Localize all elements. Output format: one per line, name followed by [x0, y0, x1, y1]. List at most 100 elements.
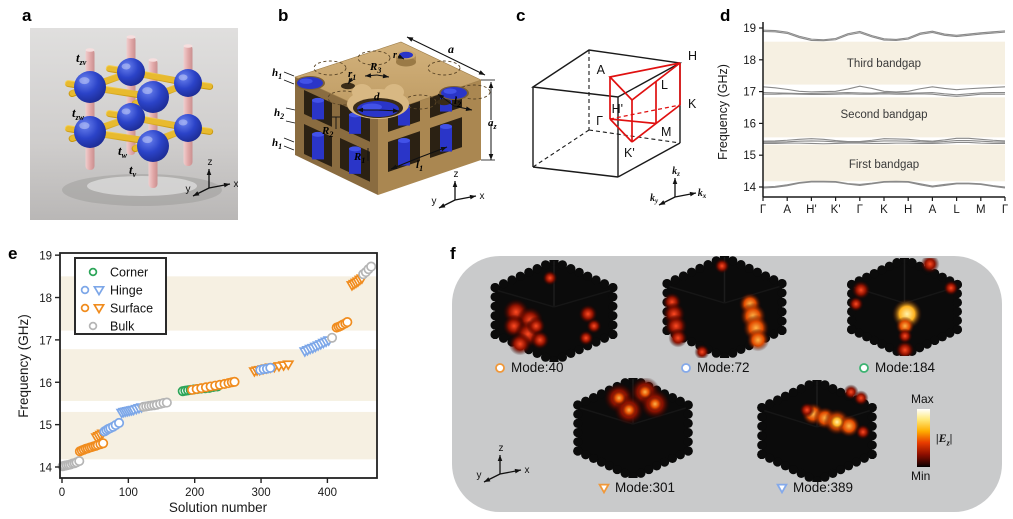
dim-label-h1-top: h1 [272, 67, 282, 81]
svg-text:Bulk: Bulk [110, 320, 135, 334]
y-axis-label: Frequency (GHz) [716, 64, 730, 160]
bz-point-Hp: H' [612, 102, 623, 116]
colorbar-max-label: Max [911, 392, 934, 406]
dim-label-l1: l1 [416, 159, 423, 173]
svg-text:Third bandgap: Third bandgap [847, 58, 921, 70]
dim-label-h2: h2 [274, 107, 284, 121]
svg-text:17: 17 [39, 335, 52, 347]
svg-text:16: 16 [743, 118, 756, 130]
panel-c-brillouin-zone: A H L H' K Γ M K' kz kx ky [531, 49, 707, 206]
colorbar-field-label: |Ez| [936, 431, 953, 448]
svg-text:M: M [976, 204, 986, 216]
bandgap-labels: First bandgap Second bandgap Third bandgap [841, 58, 928, 171]
k-axes-triad: kz kx ky [650, 166, 707, 206]
svg-text:ky: ky [650, 193, 659, 205]
svg-text:Hinge: Hinge [110, 284, 143, 298]
svg-text:x: x [480, 191, 485, 202]
hopping-label-tzv: tzv [76, 50, 87, 67]
mode-field-301 [573, 378, 693, 478]
dim-label-r: r [393, 50, 397, 61]
dim-label-h1-bottom: h1 [272, 137, 282, 151]
bz-point-K: K [688, 97, 697, 111]
svg-text:0: 0 [59, 487, 65, 499]
dim-label-az: az [488, 117, 498, 131]
mode-label-184: Mode:184 [858, 360, 935, 375]
svg-text:A: A [929, 204, 937, 216]
svg-text:15: 15 [743, 150, 756, 162]
bz-point-L: L [661, 78, 668, 92]
svg-text:Γ: Γ [1002, 204, 1009, 216]
panel-label-e: e [8, 244, 18, 263]
svg-text:Second bandgap: Second bandgap [841, 109, 928, 121]
band-curves [762, 29, 1006, 189]
hinge-circle-icon [681, 362, 691, 373]
panel-a-lattice-render: tzv tzw tw tv z x y [30, 28, 238, 220]
svg-text:15: 15 [39, 420, 52, 432]
svg-text:14: 14 [743, 182, 756, 194]
dim-label-R1: R1 [353, 151, 365, 165]
axes-triad: z x y [477, 443, 530, 483]
svg-text:Γ: Γ [857, 204, 864, 216]
dim-label-R2: R2 [321, 125, 333, 139]
panel-f-modes-box: Mode:40 Mode:72 Mode:184 Mode:301 Mode:3… [452, 256, 1002, 512]
panel-label-f: f [450, 244, 456, 263]
hopping-label-tw: tw [118, 143, 128, 160]
svg-text:z: z [454, 169, 459, 180]
axes-triad: z x y [432, 169, 485, 209]
mode-field-40 [490, 260, 618, 362]
svg-text:z: z [208, 157, 213, 168]
svg-text:K: K [880, 204, 888, 216]
bz-point-Kp: K' [624, 146, 635, 160]
axes-triad: z x y [186, 157, 239, 197]
svg-text:x: x [234, 179, 239, 190]
panel-d-band-structure: 14 15 16 17 18 19 Γ A H' K' Γ K H A L M Γ First bandgap S… [716, 22, 1009, 216]
surface-triangle-icon [598, 483, 610, 494]
svg-text:H': H' [806, 204, 817, 216]
svg-text:H: H [904, 204, 912, 216]
svg-text:First bandgap: First bandgap [849, 159, 919, 171]
scatter-points [57, 261, 377, 472]
svg-text:y: y [477, 470, 482, 481]
panel-label-b: b [278, 6, 289, 25]
panel-label-c: c [516, 6, 526, 25]
dim-label-a: a [448, 42, 454, 56]
ground-shadow [62, 174, 222, 206]
svg-text:400: 400 [318, 487, 337, 499]
surface-circle-icon [495, 362, 505, 373]
svg-text:300: 300 [251, 487, 270, 499]
mode-label-72: Mode:72 [680, 360, 750, 375]
dimension-annotations [283, 36, 495, 170]
hopping-label-tv: tv [129, 162, 137, 179]
svg-text:L: L [953, 204, 960, 216]
colorbar [917, 409, 930, 467]
svg-text:100: 100 [119, 487, 138, 499]
bz-point-labels: A H L H' K Γ M K' [596, 49, 697, 160]
svg-text:A: A [783, 204, 791, 216]
x-axis-label: Solution number [169, 500, 268, 515]
ground-highlight [87, 176, 197, 196]
dim-label-r1: r1 [348, 68, 356, 82]
tick-labels: 14 15 16 17 18 19 Γ A H' K' Γ K H A L M Γ [743, 23, 1009, 216]
svg-text:19: 19 [743, 23, 756, 35]
svg-text:y: y [186, 184, 191, 195]
mode-field-72 [662, 256, 787, 358]
corner-circle-icon [859, 362, 869, 373]
svg-text:19: 19 [39, 251, 52, 263]
bz-box [531, 49, 683, 178]
svg-text:Corner: Corner [110, 266, 148, 280]
svg-text:18: 18 [743, 55, 756, 67]
bz-point-Gamma: Γ [596, 114, 603, 128]
svg-text:Surface: Surface [110, 302, 153, 316]
svg-text:x: x [525, 465, 530, 476]
panel-label-d: d [720, 6, 731, 25]
bz-point-H: H [688, 49, 697, 63]
mode-field-389 [757, 380, 877, 482]
mode-field-184 [847, 258, 962, 356]
panel-label-a: a [22, 6, 32, 25]
dim-label-R3: R3 [369, 61, 381, 75]
tick-labels: 14 15 16 17 18 19 0 100 200 300 400 [39, 251, 337, 499]
colorbar-min-label: Min [911, 469, 931, 483]
mode-label-40: Mode:40 [494, 360, 564, 375]
lattice-sites [74, 58, 202, 162]
